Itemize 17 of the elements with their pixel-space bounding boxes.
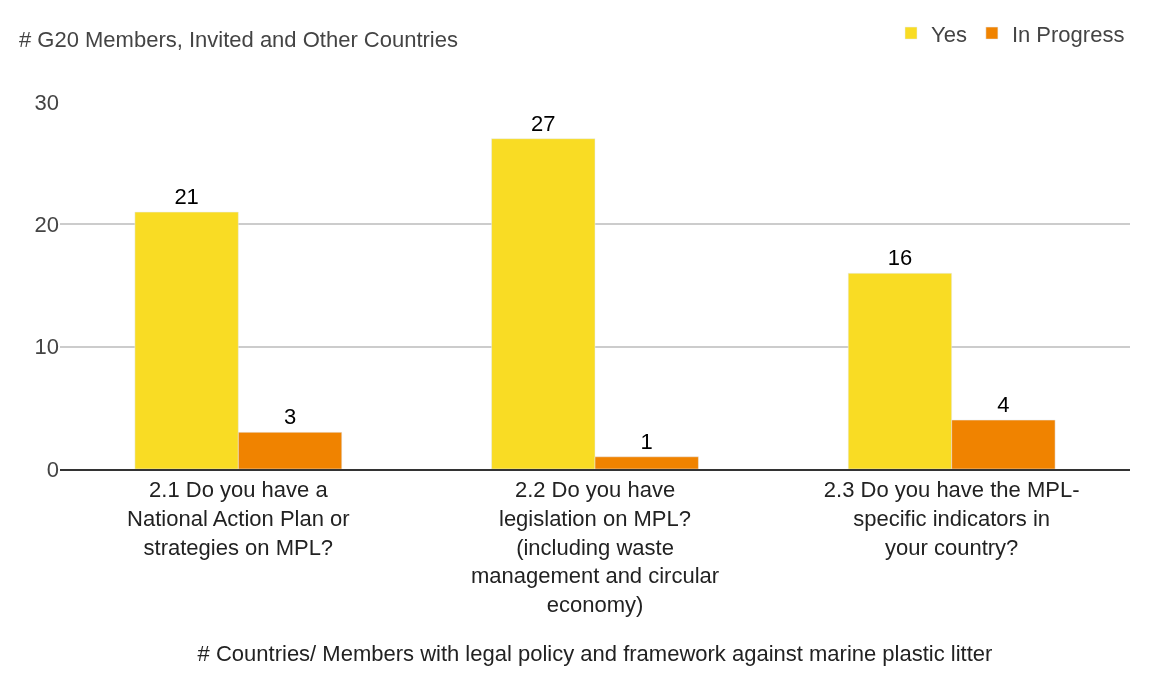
data-label: 4 <box>997 392 1010 418</box>
y-tick-label: 0 <box>46 456 59 482</box>
data-label: 27 <box>531 110 556 136</box>
data-label: 21 <box>174 184 199 210</box>
x-axis-title: # Countries/ Members with legal policy and framework against marine plastic litter <box>197 641 993 667</box>
legend-label: In Progress <box>1011 21 1125 47</box>
data-label: 16 <box>887 245 913 271</box>
data-label: 1 <box>640 428 653 454</box>
data-label: 3 <box>283 404 297 430</box>
legend-label: Yes <box>931 21 967 47</box>
y-tick-label: 20 <box>34 212 59 238</box>
x-tick-label: 2.3 Do you have the MPL-specific indicators in your country? <box>823 477 1080 560</box>
x-tick-label: 2.1 Do you have a National Action Plan or strategies on MPL? <box>127 477 350 560</box>
x-tick-label: 2.2 Do you have legislation on MPL? (including waste management and circular economy) <box>470 477 720 617</box>
y-axis-title: # G20 Members, Invited and Other Countries <box>19 27 458 52</box>
y-tick-label: 10 <box>34 334 59 360</box>
y-tick-label: 30 <box>34 89 59 115</box>
